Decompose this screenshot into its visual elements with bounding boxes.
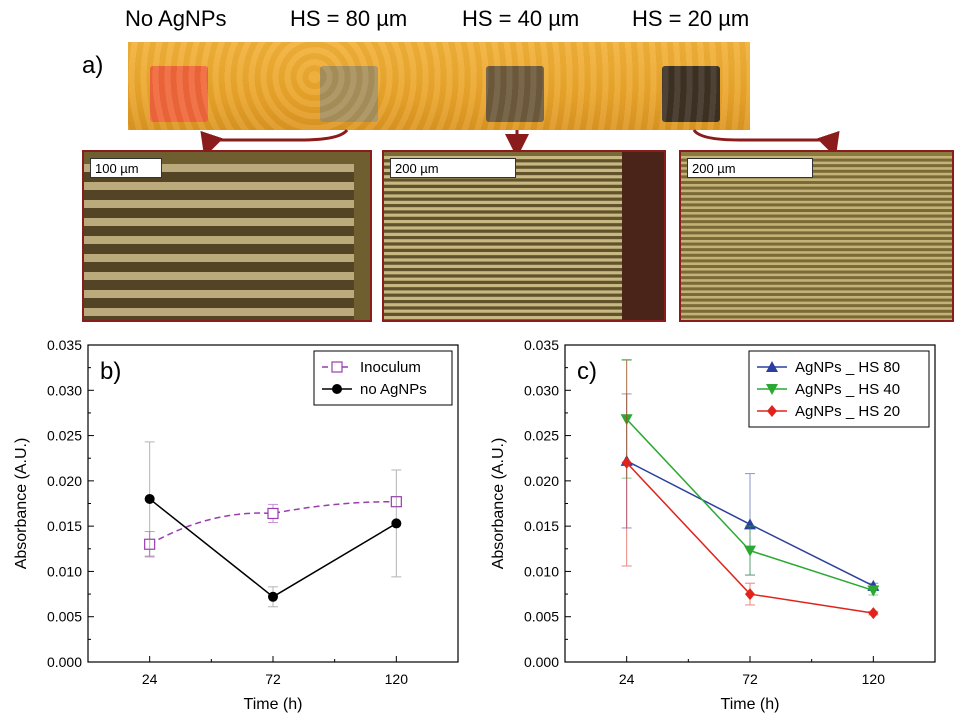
x-tick-label: 72 [265, 671, 281, 687]
y-tick-label: 0.015 [524, 518, 559, 534]
data-point-inoculum [267, 507, 279, 520]
legend-label-inoculum: Inoculum [360, 359, 421, 376]
legend-label-agnps-hs-40: AgNPs _ HS 40 [795, 381, 900, 398]
sample-photo-strip [128, 42, 750, 130]
x-tick-label: 24 [619, 671, 635, 687]
micrograph-hs-20: 200 µm [679, 150, 954, 322]
legend-marker-agnps-hs-80 [766, 361, 778, 372]
y-tick-label: 0.030 [524, 382, 559, 398]
micrograph-hs-80-texture [84, 152, 370, 320]
y-tick-label: 0.005 [47, 609, 82, 625]
legend-label-no-agnps: no AgNPs [360, 381, 427, 398]
sample-label-hs-80: HS = 80 µm [290, 6, 408, 31]
data-point-no-agnps [144, 493, 155, 504]
x-tick-label: 120 [862, 671, 886, 687]
y-tick-label: 0.010 [524, 563, 559, 579]
scale-bar-100um: 100 µm [90, 158, 162, 178]
x-tick-label: 24 [142, 671, 158, 687]
sample-label-hs-20: HS = 20 µm [632, 6, 750, 31]
arrow-to-micrograph-hs-80 [200, 128, 349, 158]
x-axis-label: Time (h) [721, 696, 780, 713]
legend-entry-inoculum: Inoculum [322, 359, 421, 376]
legend-label-agnps-hs-20: AgNPs _ HS 20 [795, 403, 900, 420]
data-point-agnps-hs-40 [867, 585, 880, 597]
data-point-agnps-hs-20 [868, 607, 879, 620]
data-point-agnps-hs-20 [745, 588, 755, 601]
sample-label-hs-40: HS = 40 µm [462, 6, 580, 31]
y-tick-label: 0.035 [524, 337, 559, 353]
scale-bar-200um-hs-20: 200 µm [687, 158, 813, 178]
legend-marker-no-agnps [332, 384, 342, 394]
micrograph-hs-80: 100 µm [82, 150, 372, 322]
legend-marker-inoculum [331, 361, 343, 373]
legend-marker-agnps-hs-40 [766, 384, 778, 395]
y-tick-label: 0.005 [524, 609, 559, 625]
micrograph-hs-40: 200 µm [382, 150, 666, 322]
y-tick-label: 0.025 [524, 428, 559, 444]
x-tick-label: 72 [742, 671, 758, 687]
y-tick-label: 0.020 [524, 473, 559, 489]
y-tick-label: 0.025 [47, 428, 82, 444]
panel-a-letter: a) [82, 52, 104, 79]
chart-c: 0.000 0.005 0.010 0.015 0.020 0.025 0.030 0.035… [490, 337, 936, 713]
legend-marker-agnps-hs-20 [767, 405, 777, 417]
connector-arrows [200, 128, 840, 158]
y-tick-label: 0.015 [47, 518, 82, 534]
chart-b: 0.000 0.005 0.010 0.015 0.020 0.025 0.030 0.035… [13, 337, 459, 713]
series-line-inoculum [149, 500, 397, 545]
data-point-agnps-hs-20 [621, 456, 632, 469]
panel-letter: b) [100, 358, 121, 385]
x-axis-label: Time (h) [244, 696, 303, 713]
arrow-to-micrograph-hs-20 [692, 129, 840, 158]
data-point-no-agnps [268, 591, 278, 602]
y-tick-label: 0.000 [47, 654, 82, 670]
legend-label-agnps-hs-80: AgNPs _ HS 80 [795, 359, 900, 376]
y-tick-label: 0.010 [47, 563, 82, 579]
y-tick-label: 0.000 [524, 654, 559, 670]
legend: AgNPs _ HS 80 AgNPs _ HS 40 AgNPs _ HS 20 [748, 350, 930, 428]
y-axis-label: Absorbance (A.U.) [490, 438, 507, 570]
y-tick-label: 0.035 [47, 337, 82, 353]
legend-entry-agnps-hs-20: AgNPs _ HS 20 [757, 403, 900, 420]
sample-label-no-agnps: No AgNPs [125, 6, 227, 31]
y-tick-label: 0.020 [47, 473, 82, 489]
panel-letter: c) [577, 358, 597, 385]
data-point-agnps-hs-40 [744, 545, 756, 557]
legend-entry-agnps-hs-80: AgNPs _ HS 80 [757, 359, 900, 376]
y-axis-label: Absorbance (A.U.) [13, 438, 30, 570]
legend-entry-agnps-hs-40: AgNPs _ HS 40 [757, 381, 900, 398]
scale-bar-200um-hs-40: 200 µm [390, 158, 516, 178]
micrograph-hs-20-texture [681, 152, 952, 320]
x-tick-label: 120 [385, 671, 409, 687]
y-tick-label: 0.030 [47, 382, 82, 398]
legend: Inoculum no AgNPs [313, 350, 453, 406]
legend-entry-no-agnps: no AgNPs [322, 381, 427, 398]
data-point-no-agnps [391, 518, 402, 529]
